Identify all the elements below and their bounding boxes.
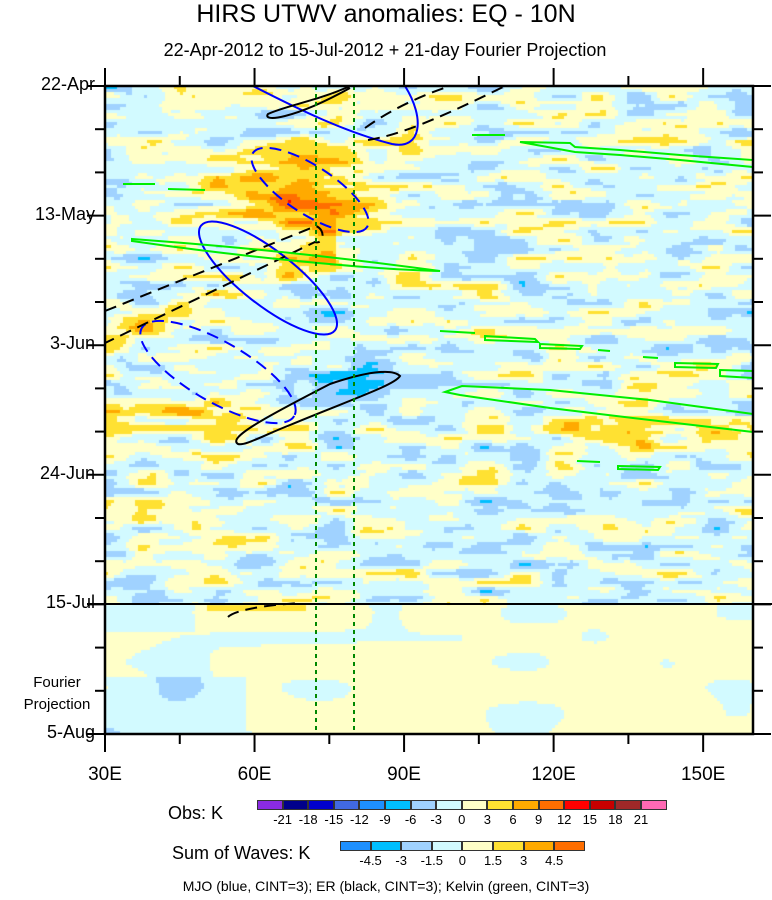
colorbar-level-label: 18 bbox=[608, 812, 623, 827]
colorbar-level-label: 3 bbox=[483, 812, 491, 827]
colorbar-level-label: 6 bbox=[509, 812, 517, 827]
colorbar-swatch bbox=[641, 800, 667, 810]
y-tick-label: 5-Aug bbox=[46, 722, 95, 742]
colorbar-swatch bbox=[410, 800, 437, 810]
colorbar-level-label: 0 bbox=[458, 853, 466, 868]
colorbar-swatch bbox=[493, 841, 524, 851]
kelvin-contour bbox=[131, 237, 441, 272]
colorbar-level-label: 12 bbox=[556, 812, 572, 827]
colorbar-level-label: -15 bbox=[324, 812, 344, 827]
colorbar-level-label: 0 bbox=[458, 812, 466, 827]
colorbar-level-label: -9 bbox=[379, 812, 391, 827]
colorbar-swatch bbox=[340, 841, 371, 851]
colorbar-swatch bbox=[370, 841, 402, 851]
colorbar-swatch bbox=[401, 841, 432, 851]
kelvin-contour bbox=[674, 361, 754, 380]
colorbar-swatch bbox=[589, 800, 616, 810]
x-tick-label: 120E bbox=[531, 764, 576, 785]
colorbar-swatch bbox=[257, 800, 283, 810]
colorbar-swatch bbox=[385, 800, 411, 810]
colorbar-swatch bbox=[538, 800, 565, 810]
colorbar-swatch bbox=[308, 800, 334, 810]
y-tick-label: 3-Jun bbox=[49, 333, 95, 354]
colorbar-swatch bbox=[333, 800, 360, 810]
mjo-contour bbox=[250, 146, 370, 234]
chart-subtitle: 22-Apr-2012 to 15-Jul-2012 + 21-day Four… bbox=[163, 40, 607, 60]
kelvin-contour bbox=[123, 183, 206, 191]
x-tick-label: 60E bbox=[237, 764, 272, 785]
y-tick-label: 13-May bbox=[34, 203, 95, 224]
contour-legend: MJO (blue, CINT=3); ER (black, CINT=3); … bbox=[182, 878, 590, 894]
colorbar-swatch bbox=[554, 841, 585, 851]
colorbar-swatch bbox=[359, 800, 385, 810]
colorbar-swatch bbox=[513, 800, 539, 810]
x-tick-label: 90E bbox=[387, 764, 421, 785]
colorbar-level-label: -12 bbox=[349, 812, 369, 827]
kelvin-contour bbox=[441, 384, 754, 434]
colorbar-level-label: 1.5 bbox=[483, 853, 503, 868]
er-contour bbox=[235, 370, 402, 446]
kelvin-contour bbox=[439, 330, 659, 359]
axis-ticks bbox=[87, 68, 771, 752]
obs-colorbar-label: Obs: K bbox=[168, 803, 224, 823]
er-contour bbox=[104, 224, 324, 344]
colorbar-level-label: -21 bbox=[273, 812, 292, 827]
plot-frame bbox=[103, 84, 755, 736]
colorbar-level-label: -1.5 bbox=[420, 853, 443, 868]
colorbar-level-label: -3 bbox=[430, 812, 442, 827]
y-tick-label: 22-Apr bbox=[40, 74, 95, 94]
anomaly-heatmap bbox=[105, 86, 753, 734]
chart-title: HIRS UTWV anomalies: EQ - 10N bbox=[196, 0, 576, 28]
colorbar-swatch bbox=[462, 841, 493, 851]
x-tick-label: 150E bbox=[680, 764, 726, 785]
colorbar-level-label: 21 bbox=[633, 812, 649, 827]
colorbar-swatch bbox=[282, 800, 309, 810]
er-contour bbox=[227, 602, 301, 618]
colorbar-level-label: 9 bbox=[534, 812, 543, 827]
y-tick-label: 15-Jul bbox=[45, 592, 95, 613]
colorbar-swatch bbox=[436, 800, 462, 810]
colorbar-level-label: 15 bbox=[582, 812, 598, 827]
kelvin-contour bbox=[519, 141, 754, 169]
colorbar-swatch bbox=[461, 800, 488, 810]
colorbar-swatch bbox=[564, 800, 590, 810]
y-tick-label: 24-Jun bbox=[39, 462, 95, 483]
er-contour bbox=[266, 85, 351, 119]
mjo-contour bbox=[139, 319, 297, 425]
colorbar-swatch bbox=[431, 841, 463, 851]
colorbar-level-label: 3 bbox=[519, 853, 528, 868]
colorbar-level-label: -6 bbox=[404, 812, 417, 827]
projection-label-line2: Projection bbox=[23, 696, 91, 713]
colorbar-level-label: 4.5 bbox=[545, 853, 564, 868]
colorbar-level-label: -18 bbox=[298, 812, 318, 827]
kelvin-contour bbox=[576, 460, 662, 472]
colorbar-swatch bbox=[523, 841, 555, 851]
kelvin-contours bbox=[123, 134, 754, 472]
waves-colorbar-label: Sum of Waves: K bbox=[172, 843, 311, 863]
projection-label-line1: Fourier bbox=[33, 674, 81, 691]
x-tick-label: 30E bbox=[88, 764, 122, 785]
colorbar-level-label: -3 bbox=[395, 853, 407, 868]
colorbar-level-label: -4.5 bbox=[359, 853, 382, 868]
er-contour bbox=[364, 85, 506, 141]
colorbar-swatch bbox=[615, 800, 641, 810]
colorbar-swatch bbox=[487, 800, 513, 810]
